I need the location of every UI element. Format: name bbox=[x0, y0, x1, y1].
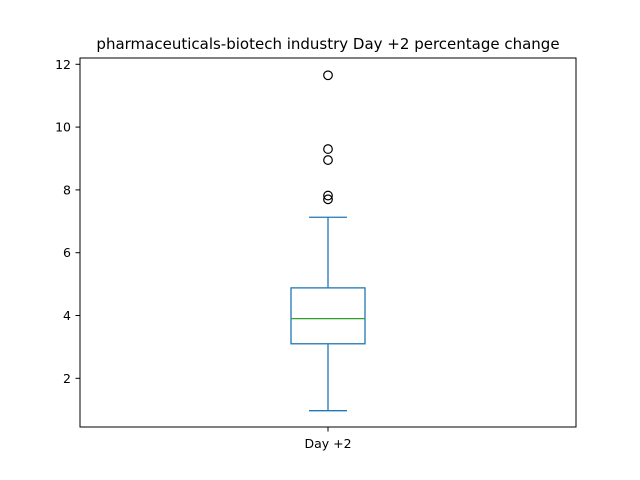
box-series-1 bbox=[290, 70, 366, 412]
outlier-point-1 bbox=[323, 194, 333, 205]
iqr-box bbox=[290, 287, 366, 345]
outlier-point-3 bbox=[323, 155, 333, 165]
y-tick-label-6: 6 bbox=[63, 245, 71, 260]
y-tick-label-12: 12 bbox=[55, 57, 71, 72]
axes: Day +2 2 4 6 8 10 12 bbox=[55, 57, 577, 451]
chart-title: pharmaceuticals-biotech industry Day +2 … bbox=[96, 35, 559, 53]
x-tick-label-1: Day +2 bbox=[304, 436, 351, 451]
y-tick-label-4: 4 bbox=[63, 308, 71, 323]
y-tick-label-2: 2 bbox=[63, 371, 71, 386]
outlier-point-2 bbox=[323, 190, 333, 201]
y-tick-label-8: 8 bbox=[63, 182, 71, 197]
y-tick-label-10: 10 bbox=[55, 120, 71, 135]
outlier-point-4 bbox=[323, 144, 333, 154]
plot-area bbox=[290, 70, 366, 412]
axes-frame bbox=[79, 57, 577, 428]
outlier-point-5 bbox=[323, 70, 333, 81]
